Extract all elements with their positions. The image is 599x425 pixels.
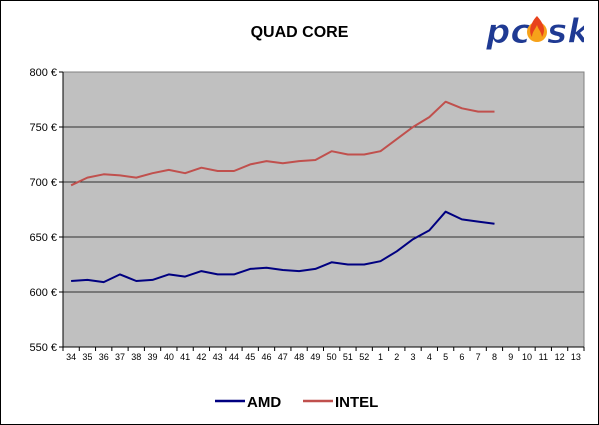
x-tick-label: 13 xyxy=(571,352,581,362)
x-tick-label: 49 xyxy=(310,352,320,362)
x-tick-label: 51 xyxy=(343,352,353,362)
legend-label-amd: AMD xyxy=(247,394,281,411)
x-tick-label: 10 xyxy=(522,352,532,362)
y-tick-label: 550 € xyxy=(29,342,57,354)
plot-area xyxy=(62,71,585,348)
x-tick-label: 44 xyxy=(229,352,239,362)
y-tick-label: 800 € xyxy=(29,67,57,79)
series-line-amd xyxy=(71,210,495,284)
x-tick-label: 5 xyxy=(443,352,448,362)
x-tick-label: 48 xyxy=(294,352,304,362)
series-line-intel xyxy=(70,100,495,187)
x-tick-label: 47 xyxy=(278,352,288,362)
x-tick-label: 7 xyxy=(476,352,481,362)
x-tick-label: 34 xyxy=(66,352,76,362)
y-tick-label: 700 € xyxy=(29,177,57,189)
x-tick-label: 2 xyxy=(394,352,399,362)
x-tick-label: 35 xyxy=(82,352,92,362)
x-tick-label: 9 xyxy=(508,352,513,362)
x-tick-label: 1 xyxy=(378,352,383,362)
svg-text:pc: pc xyxy=(485,12,531,52)
x-tick-label: 43 xyxy=(213,352,223,362)
pcask-logo: pc sk xyxy=(485,12,585,53)
x-tick-label: 11 xyxy=(539,352,548,362)
x-tick-label: 8 xyxy=(492,352,497,362)
x-tick-label: 6 xyxy=(459,352,464,362)
x-tick-label: 12 xyxy=(555,352,565,362)
x-tick-label: 52 xyxy=(359,352,369,362)
x-tick-label: 46 xyxy=(262,352,272,362)
y-tick-label: 600 € xyxy=(29,287,57,299)
flame-icon xyxy=(527,16,547,42)
x-tick-label: 3 xyxy=(411,352,416,362)
x-tick-label: 41 xyxy=(180,352,190,362)
y-tick-label: 750 € xyxy=(29,122,57,134)
y-tick-label: 650 € xyxy=(29,232,57,244)
chart-title: QUAD CORE xyxy=(250,24,349,41)
x-tick-label: 40 xyxy=(164,352,174,362)
x-tick-label: 36 xyxy=(99,352,109,362)
x-tick-label: 37 xyxy=(115,352,125,362)
x-tick-label: 4 xyxy=(427,352,432,362)
svg-text:sk: sk xyxy=(547,12,584,52)
x-tick-label: 45 xyxy=(245,352,255,362)
legend-label-intel: INTEL xyxy=(335,394,378,411)
x-tick-label: 42 xyxy=(196,352,206,362)
x-tick-label: 50 xyxy=(327,352,337,362)
x-tick-label: 38 xyxy=(131,352,141,362)
x-tick-label: 39 xyxy=(148,352,158,362)
